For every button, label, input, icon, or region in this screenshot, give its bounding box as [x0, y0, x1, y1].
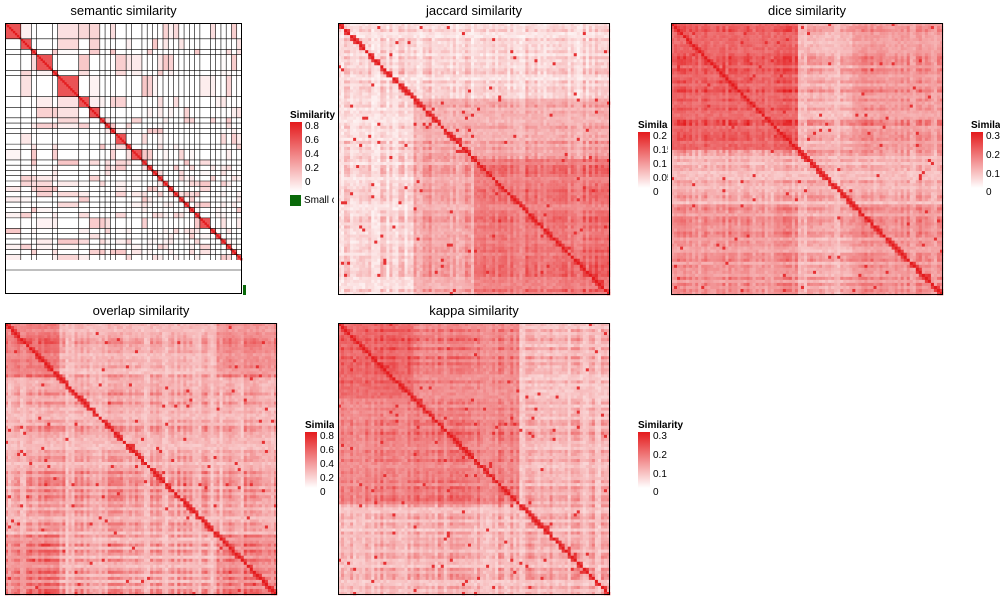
overlap-legend-tick: 0.4	[320, 459, 334, 470]
semantic-heatmap	[5, 23, 246, 295]
overlap-legend-tick: 0.2	[320, 473, 334, 484]
semantic-legend: Similarity 0.8 0.6 0.4 0.2 0	[290, 110, 335, 220]
small-clusters-label: Small clusters	[304, 195, 334, 206]
overlap-legend-title: Similarity	[305, 420, 334, 431]
kappa-legend-title: Similarity	[638, 420, 683, 431]
heatmap-border	[338, 23, 610, 295]
kappa-legend-tick: 0	[653, 487, 659, 498]
dice-legend-tick: 0.3	[986, 131, 1000, 142]
heatmap-cells	[338, 323, 611, 596]
kappa-legend-tick: 0.3	[653, 431, 667, 442]
jaccard-legend: Similarity 0.2 0.15 0.1 0.05 0	[638, 120, 668, 230]
heatmap-cells	[338, 23, 611, 296]
semantic-legend-title: Similarity	[290, 110, 335, 121]
small-clusters-bar	[243, 285, 246, 295]
dice-title: dice similarity	[671, 3, 943, 18]
kappa-legend-bar	[638, 432, 650, 488]
kappa-legend: Similarity 0.3 0.2 0.1 0	[638, 420, 708, 530]
overlap-heatmap	[5, 323, 278, 596]
semantic-diagonal	[5, 23, 243, 261]
jaccard-heatmap	[338, 23, 611, 296]
kappa-legend-tick: 0.1	[653, 469, 667, 480]
heatmap-cells	[5, 323, 278, 596]
semantic-legend-tick: 0.4	[305, 149, 319, 160]
overlap-legend: Similarity 0.8 0.6 0.4 0.2 0	[305, 420, 334, 530]
heatmap-cells	[671, 23, 944, 296]
dice-legend-title: Similarity	[971, 120, 1000, 131]
overlap-title: overlap similarity	[5, 303, 277, 318]
kappa-legend-tick: 0.2	[653, 450, 667, 461]
semantic-legend-tick: 0.2	[305, 163, 319, 174]
heatmap-border	[5, 23, 242, 294]
semantic-legend-tick: 0.8	[305, 121, 319, 132]
jaccard-legend-tick: 0.1	[653, 159, 667, 170]
semantic-legend-tick: 0.6	[305, 135, 319, 146]
kappa-title: kappa similarity	[338, 303, 610, 318]
jaccard-legend-tick: 0.05	[653, 173, 668, 184]
kappa-heatmap	[338, 323, 611, 596]
semantic-legend-tick: 0	[305, 177, 311, 188]
semantic-title: semantic similarity	[5, 3, 242, 18]
dice-legend-tick: 0.2	[986, 150, 1000, 161]
jaccard-legend-tick: 0.2	[653, 131, 667, 142]
jaccard-legend-tick: 0.15	[653, 145, 668, 156]
semantic-blocks	[5, 23, 242, 260]
semantic-legend-bar	[290, 122, 302, 192]
small-clusters-swatch	[290, 195, 301, 206]
jaccard-legend-tick: 0	[653, 187, 659, 198]
heatmap-border	[5, 323, 277, 595]
heatmap-border	[671, 23, 943, 295]
heatmap-border	[338, 323, 610, 595]
overlap-legend-tick: 0.8	[320, 431, 334, 442]
overlap-legend-tick: 0.6	[320, 445, 334, 456]
dice-legend-tick: 0.1	[986, 169, 1000, 180]
dice-legend-tick: 0	[986, 187, 992, 198]
jaccard-legend-bar	[638, 132, 650, 188]
jaccard-title: jaccard similarity	[338, 3, 610, 18]
dice-heatmap	[671, 23, 944, 296]
jaccard-legend-title: Similarity	[638, 120, 668, 131]
overlap-legend-tick: 0	[320, 487, 326, 498]
overlap-legend-bar	[305, 432, 317, 488]
dice-legend-bar	[971, 132, 983, 188]
dice-legend: Similarity 0.3 0.2 0.1 0	[971, 120, 1000, 230]
semantic-grid	[5, 23, 242, 260]
